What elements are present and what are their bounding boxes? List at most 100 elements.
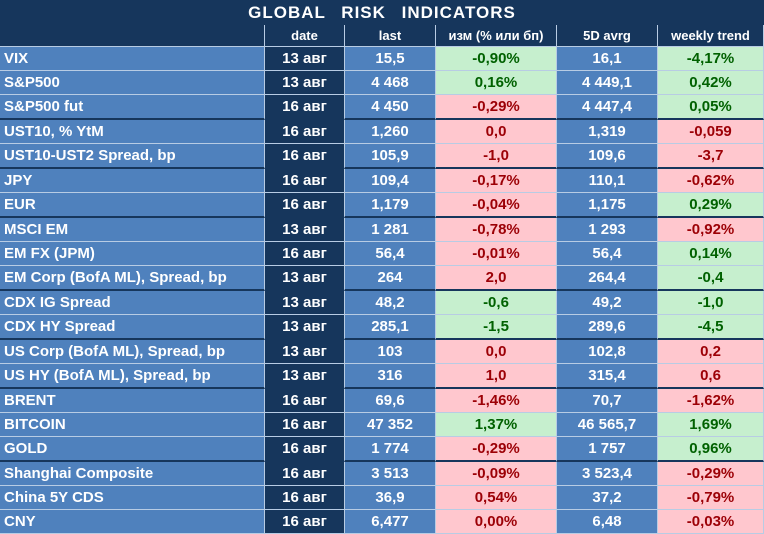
indicator-name: EM FX (JPM) bbox=[0, 242, 265, 266]
change-value: -1,0 bbox=[436, 144, 557, 169]
change-value: 1,0 bbox=[436, 364, 557, 389]
table-row: CNY 16 авг 6,477 0,00% 6,48 -0,03% bbox=[0, 510, 764, 534]
indicator-name: US Corp (BofA ML), Spread, bp bbox=[0, 340, 265, 364]
table-row: CDX HY Spread 13 авг 285,1 -1,5 289,6 -4,5 bbox=[0, 315, 764, 340]
weekly-trend-value: -1,62% bbox=[658, 389, 764, 413]
last-value: 48,2 bbox=[345, 291, 436, 315]
indicator-name: BRENT bbox=[0, 389, 265, 413]
date-cell: 13 авг bbox=[265, 47, 345, 71]
table-row: VIX 13 авг 15,5 -0,90% 16,1 -4,17% bbox=[0, 47, 764, 71]
indicator-name: JPY bbox=[0, 169, 265, 193]
change-value: -0,78% bbox=[436, 218, 557, 242]
avg5d-value: 1 757 bbox=[557, 437, 658, 462]
date-cell: 16 авг bbox=[265, 389, 345, 413]
date-cell: 16 авг bbox=[265, 120, 345, 144]
header-avg5d: 5D avrg bbox=[557, 25, 658, 47]
table-title: GLOBAL RISK INDICATORS bbox=[0, 0, 764, 25]
avg5d-value: 109,6 bbox=[557, 144, 658, 169]
date-cell: 16 авг bbox=[265, 510, 345, 534]
weekly-trend-value: 0,96% bbox=[658, 437, 764, 462]
change-value: 1,37% bbox=[436, 413, 557, 437]
table-row: EUR 16 авг 1,179 -0,04% 1,175 0,29% bbox=[0, 193, 764, 218]
last-value: 316 bbox=[345, 364, 436, 389]
last-value: 3 513 bbox=[345, 462, 436, 486]
last-value: 4 468 bbox=[345, 71, 436, 95]
indicator-name: EM Corp (BofA ML), Spread, bp bbox=[0, 266, 265, 291]
date-cell: 16 авг bbox=[265, 144, 345, 169]
change-value: 2,0 bbox=[436, 266, 557, 291]
table-row: CDX IG Spread 13 авг 48,2 -0,6 49,2 -1,0 bbox=[0, 291, 764, 315]
last-value: 1 774 bbox=[345, 437, 436, 462]
table-row: S&P500 fut 16 авг 4 450 -0,29% 4 447,4 0,05% bbox=[0, 95, 764, 120]
change-value: 0,16% bbox=[436, 71, 557, 95]
weekly-trend-value: 0,29% bbox=[658, 193, 764, 218]
avg5d-value: 56,4 bbox=[557, 242, 658, 266]
avg5d-value: 102,8 bbox=[557, 340, 658, 364]
last-value: 1 281 bbox=[345, 218, 436, 242]
table-row: JPY 16 авг 109,4 -0,17% 110,1 -0,62% bbox=[0, 169, 764, 193]
last-value: 285,1 bbox=[345, 315, 436, 340]
weekly-trend-value: 0,14% bbox=[658, 242, 764, 266]
weekly-trend-value: -0,62% bbox=[658, 169, 764, 193]
indicator-name: Shanghai Composite bbox=[0, 462, 265, 486]
avg5d-value: 289,6 bbox=[557, 315, 658, 340]
date-cell: 16 авг bbox=[265, 486, 345, 510]
change-value: -1,46% bbox=[436, 389, 557, 413]
change-value: -0,01% bbox=[436, 242, 557, 266]
change-value: -0,29% bbox=[436, 437, 557, 462]
avg5d-value: 6,48 bbox=[557, 510, 658, 534]
weekly-trend-value: -0,03% bbox=[658, 510, 764, 534]
weekly-trend-value: -3,7 bbox=[658, 144, 764, 169]
header-row: date last изм (% или бп) 5D avrg weekly … bbox=[0, 25, 764, 47]
avg5d-value: 315,4 bbox=[557, 364, 658, 389]
indicator-name: CDX HY Spread bbox=[0, 315, 265, 340]
avg5d-value: 1,319 bbox=[557, 120, 658, 144]
table-row: GOLD 16 авг 1 774 -0,29% 1 757 0,96% bbox=[0, 437, 764, 462]
last-value: 6,477 bbox=[345, 510, 436, 534]
date-cell: 16 авг bbox=[265, 242, 345, 266]
weekly-trend-value: 0,05% bbox=[658, 95, 764, 120]
date-cell: 13 авг bbox=[265, 71, 345, 95]
date-cell: 13 авг bbox=[265, 315, 345, 340]
indicator-name: S&P500 bbox=[0, 71, 265, 95]
change-value: -0,04% bbox=[436, 193, 557, 218]
date-cell: 16 авг bbox=[265, 462, 345, 486]
weekly-trend-value: 0,2 bbox=[658, 340, 764, 364]
date-cell: 13 авг bbox=[265, 266, 345, 291]
change-value: 0,0 bbox=[436, 120, 557, 144]
header-change: изм (% или бп) bbox=[436, 25, 557, 47]
table-row: US HY (BofA ML), Spread, bp 13 авг 316 1,0 3… bbox=[0, 364, 764, 389]
indicator-name: VIX bbox=[0, 47, 265, 71]
avg5d-value: 110,1 bbox=[557, 169, 658, 193]
table-row: China 5Y CDS 16 авг 36,9 0,54% 37,2 -0,79% bbox=[0, 486, 764, 510]
indicator-name: GOLD bbox=[0, 437, 265, 462]
change-value: -0,90% bbox=[436, 47, 557, 71]
change-value: 0,0 bbox=[436, 340, 557, 364]
indicator-name: UST10-UST2 Spread, bp bbox=[0, 144, 265, 169]
table-row: BRENT 16 авг 69,6 -1,46% 70,7 -1,62% bbox=[0, 389, 764, 413]
last-value: 1,260 bbox=[345, 120, 436, 144]
avg5d-value: 4 449,1 bbox=[557, 71, 658, 95]
table-row: MSCI EM 13 авг 1 281 -0,78% 1 293 -0,92% bbox=[0, 218, 764, 242]
last-value: 103 bbox=[345, 340, 436, 364]
date-cell: 13 авг bbox=[265, 340, 345, 364]
weekly-trend-value: 1,69% bbox=[658, 413, 764, 437]
date-cell: 16 авг bbox=[265, 95, 345, 120]
last-value: 56,4 bbox=[345, 242, 436, 266]
indicator-name: BITCOIN bbox=[0, 413, 265, 437]
change-value: -1,5 bbox=[436, 315, 557, 340]
indicator-name: MSCI EM bbox=[0, 218, 265, 242]
change-value: -0,29% bbox=[436, 95, 557, 120]
header-last: last bbox=[345, 25, 436, 47]
weekly-trend-value: -4,17% bbox=[658, 47, 764, 71]
indicator-name: S&P500 fut bbox=[0, 95, 265, 120]
date-cell: 16 авг bbox=[265, 193, 345, 218]
weekly-trend-value: -0,4 bbox=[658, 266, 764, 291]
avg5d-value: 49,2 bbox=[557, 291, 658, 315]
weekly-trend-value: 0,42% bbox=[658, 71, 764, 95]
indicator-name: China 5Y CDS bbox=[0, 486, 265, 510]
change-value: -0,09% bbox=[436, 462, 557, 486]
date-cell: 13 авг bbox=[265, 218, 345, 242]
date-cell: 16 авг bbox=[265, 413, 345, 437]
avg5d-value: 37,2 bbox=[557, 486, 658, 510]
